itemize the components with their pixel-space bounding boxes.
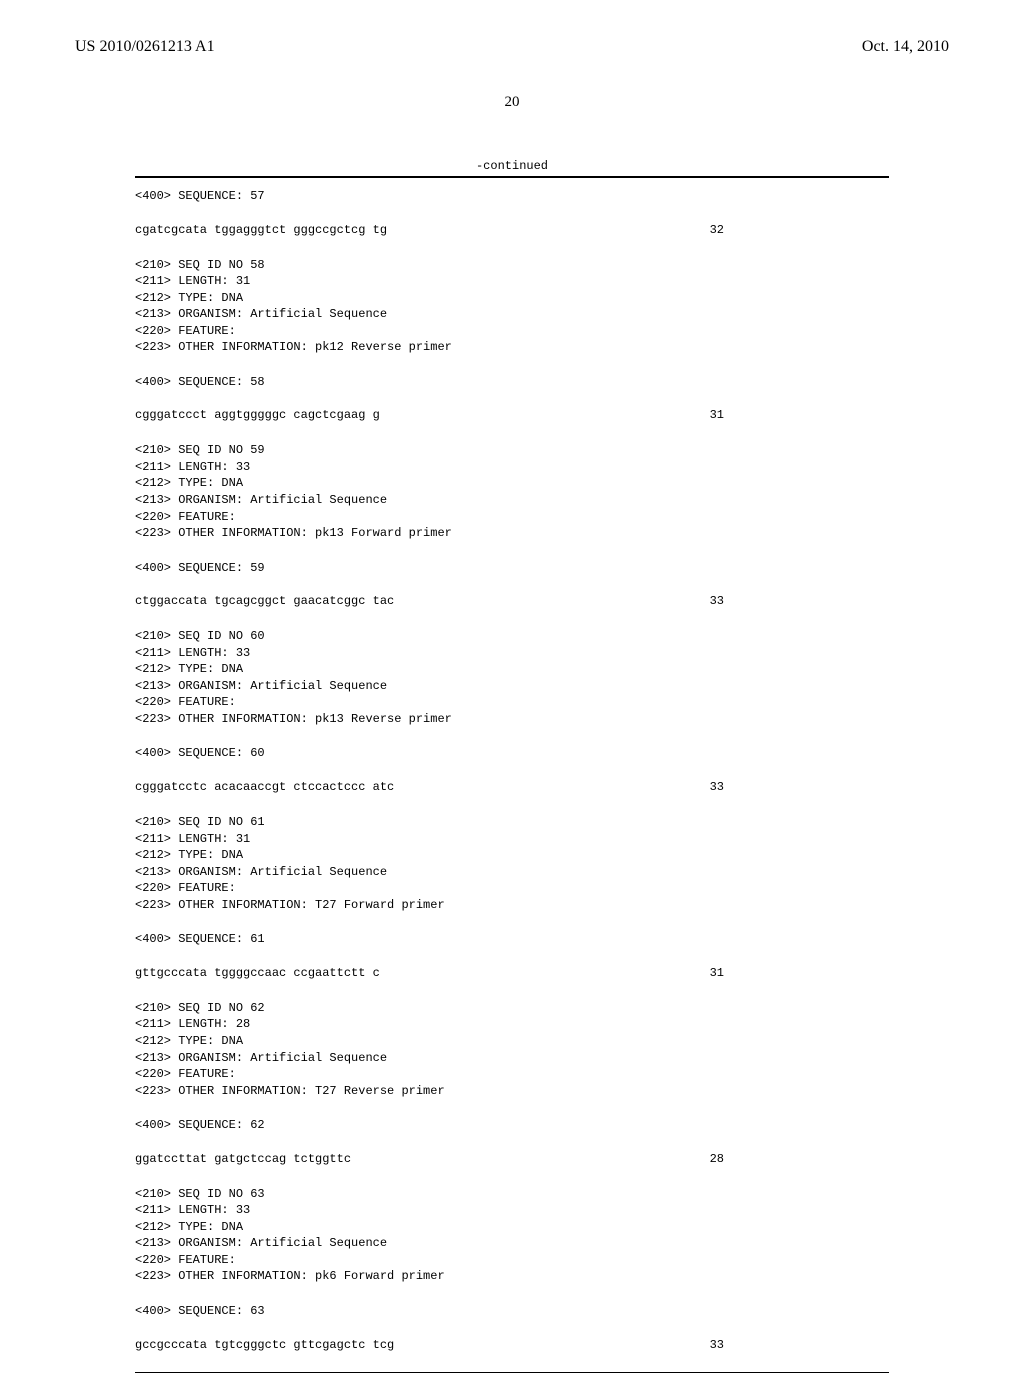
sequence-meta-block: <210> SEQ ID NO 63 <211> LENGTH: 33 <212…: [0, 1186, 1024, 1285]
publication-number: US 2010/0261213 A1: [75, 38, 215, 56]
page-number: 20: [0, 94, 1024, 111]
sequence-400-label: <400> SEQUENCE: 58: [0, 374, 1024, 391]
sequence-400-label: <400> SEQUENCE: 59: [0, 560, 1024, 577]
sequence-listing: <400> SEQUENCE: 57 cgatcgcata tggagggtct …: [0, 188, 1024, 1352]
sequence-length: 32: [670, 223, 724, 237]
sequence-text: cgggatccct aggtgggggc cagctcgaag g: [135, 408, 380, 422]
sequence-400-label: <400> SEQUENCE: 63: [0, 1303, 1024, 1320]
sequence-400-label: <400> SEQUENCE: 62: [0, 1117, 1024, 1134]
sequence-meta-block: <210> SEQ ID NO 58 <211> LENGTH: 31 <212…: [0, 257, 1024, 356]
sequence-line: cgatcgcata tggagggtct gggccgctcg tg 32: [0, 223, 1024, 237]
sequence-length: 31: [670, 966, 724, 980]
sequence-400-label: <400> SEQUENCE: 57: [0, 188, 1024, 205]
sequence-length: 28: [670, 1152, 724, 1166]
sequence-line: ggatccttat gatgctccag tctggttc 28: [0, 1152, 1024, 1166]
sequence-length: 33: [670, 1338, 724, 1352]
sequence-meta-block: <210> SEQ ID NO 62 <211> LENGTH: 28 <212…: [0, 1000, 1024, 1099]
publication-date: Oct. 14, 2010: [862, 38, 949, 56]
sequence-length: 33: [670, 594, 724, 608]
sequence-line: ctggaccata tgcagcggct gaacatcggc tac 33: [0, 594, 1024, 608]
sequence-length: 33: [670, 780, 724, 794]
page-header: US 2010/0261213 A1 Oct. 14, 2010: [0, 0, 1024, 56]
sequence-length: 31: [670, 408, 724, 422]
sequence-text: cgatcgcata tggagggtct gggccgctcg tg: [135, 223, 387, 237]
sequence-line: gttgcccata tggggccaac ccgaattctt c 31: [0, 966, 1024, 980]
rule-bottom: [135, 1372, 889, 1373]
sequence-text: gttgcccata tggggccaac ccgaattctt c: [135, 966, 380, 980]
sequence-400-label: <400> SEQUENCE: 61: [0, 931, 1024, 948]
sequence-text: ctggaccata tgcagcggct gaacatcggc tac: [135, 594, 394, 608]
sequence-400-label: <400> SEQUENCE: 60: [0, 745, 1024, 762]
continued-label: -continued: [135, 159, 889, 176]
sequence-text: cgggatcctc acacaaccgt ctccactccc atc: [135, 780, 394, 794]
sequence-line: cgggatccct aggtgggggc cagctcgaag g 31: [0, 408, 1024, 422]
sequence-line: gccgcccata tgtcgggctc gttcgagctc tcg 33: [0, 1338, 1024, 1352]
sequence-meta-block: <210> SEQ ID NO 60 <211> LENGTH: 33 <212…: [0, 628, 1024, 727]
rule-top: [135, 176, 889, 178]
sequence-meta-block: <210> SEQ ID NO 59 <211> LENGTH: 33 <212…: [0, 442, 1024, 541]
sequence-text: gccgcccata tgtcgggctc gttcgagctc tcg: [135, 1338, 394, 1352]
sequence-line: cgggatcctc acacaaccgt ctccactccc atc 33: [0, 780, 1024, 794]
sequence-text: ggatccttat gatgctccag tctggttc: [135, 1152, 351, 1166]
sequence-meta-block: <210> SEQ ID NO 61 <211> LENGTH: 31 <212…: [0, 814, 1024, 913]
